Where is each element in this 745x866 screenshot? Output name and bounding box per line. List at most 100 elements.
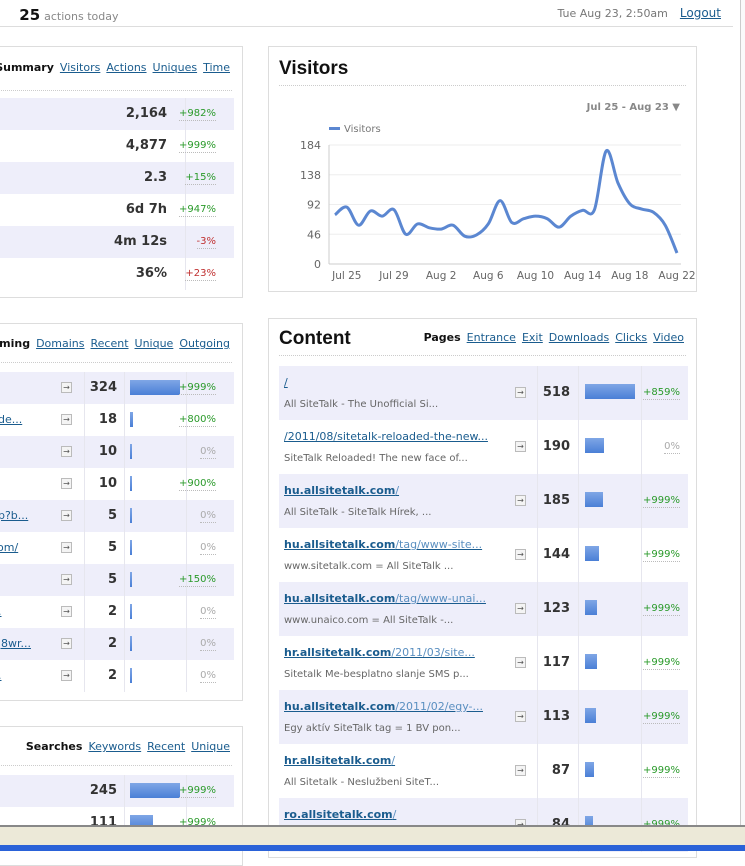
tab-recent[interactable]: Recent — [147, 740, 186, 753]
outbound-arrow-icon[interactable]: → — [61, 382, 72, 393]
outbound-arrow-icon[interactable]: → — [61, 478, 72, 489]
data-point[interactable] — [402, 230, 410, 238]
data-point[interactable] — [590, 206, 598, 214]
data-point[interactable] — [614, 179, 622, 187]
data-point[interactable] — [366, 207, 374, 215]
data-point[interactable] — [555, 223, 563, 231]
row-change[interactable]: +999% — [179, 382, 216, 395]
tab-exit[interactable]: Exit — [521, 331, 543, 344]
page-change[interactable]: +999% — [643, 495, 680, 508]
row-change[interactable]: 0% — [200, 510, 216, 523]
row-change[interactable]: +800% — [179, 414, 216, 427]
referrer-link[interactable]: nde... — [0, 413, 23, 426]
referrer-link[interactable]: com/ — [0, 541, 19, 554]
outbound-arrow-icon[interactable]: → — [515, 549, 526, 560]
page-link[interactable]: hu.allsitetalk.com/tag/www-site... — [284, 538, 482, 551]
tab-clicks[interactable]: Clicks — [615, 331, 648, 344]
referrer-link[interactable]: np?b... — [0, 509, 29, 522]
page-change[interactable]: +999% — [643, 549, 680, 562]
tab-video[interactable]: Video — [653, 331, 684, 344]
page-link[interactable]: hu.allsitetalk.com/tag/www-unai... — [284, 592, 486, 605]
data-point[interactable] — [437, 225, 445, 233]
tab-keywords[interactable]: Keywords — [88, 740, 142, 753]
summary-change[interactable]: +23% — [185, 268, 216, 281]
page-link[interactable]: / — [284, 376, 288, 389]
page-change[interactable]: +999% — [643, 603, 680, 616]
data-point[interactable] — [414, 220, 422, 228]
row-change[interactable]: 0% — [200, 670, 216, 683]
data-point[interactable] — [543, 215, 551, 223]
tab-entrance[interactable]: Entrance — [466, 331, 516, 344]
row-change[interactable]: +900% — [179, 478, 216, 491]
page-scrollbar[interactable] — [740, 0, 745, 825]
outbound-arrow-icon[interactable]: → — [61, 414, 72, 425]
data-point[interactable] — [673, 249, 681, 257]
data-point[interactable] — [461, 232, 469, 240]
tab-unique[interactable]: Unique — [134, 337, 174, 350]
page-change[interactable]: +999% — [643, 765, 680, 778]
page-change[interactable]: 0% — [664, 441, 680, 454]
data-point[interactable] — [602, 147, 610, 155]
outbound-arrow-icon[interactable]: → — [61, 606, 72, 617]
outbound-arrow-icon[interactable]: → — [515, 441, 526, 452]
tab-summary[interactable]: Summary — [0, 61, 54, 74]
page-link[interactable]: hu.allsitetalk.com/2011/02/egy-... — [284, 700, 483, 713]
outbound-arrow-icon[interactable]: → — [61, 446, 72, 457]
page-link[interactable]: hu.allsitetalk.com/ — [284, 484, 399, 497]
summary-change[interactable]: +947% — [179, 204, 216, 217]
page-link[interactable]: hr.allsitetalk.com/ — [284, 754, 395, 767]
referrer-link[interactable]: oJ8wr... — [0, 637, 31, 650]
summary-change[interactable]: +15% — [185, 172, 216, 185]
data-point[interactable] — [531, 212, 539, 220]
outbound-arrow-icon[interactable]: → — [61, 510, 72, 521]
data-point[interactable] — [355, 221, 363, 229]
tab-unique[interactable]: Unique — [191, 740, 230, 753]
data-point[interactable] — [390, 206, 398, 214]
outbound-arrow-icon[interactable]: → — [61, 574, 72, 585]
data-point[interactable] — [378, 212, 386, 220]
data-point[interactable] — [649, 208, 657, 216]
outbound-arrow-icon[interactable]: → — [515, 387, 526, 398]
referrer-link[interactable]: ... — [0, 669, 2, 682]
data-point[interactable] — [496, 197, 504, 205]
tab-outgoing[interactable]: Outgoing — [179, 337, 230, 350]
row-change[interactable]: 0% — [200, 446, 216, 459]
page-link[interactable]: ro.allsitetalk.com/ — [284, 808, 396, 821]
tab-uniques[interactable]: Uniques — [152, 61, 198, 74]
data-point[interactable] — [473, 231, 481, 239]
summary-change[interactable]: -3% — [196, 236, 216, 249]
row-change[interactable]: +150% — [179, 574, 216, 587]
tab-downloads[interactable]: Downloads — [548, 331, 610, 344]
outbound-arrow-icon[interactable]: → — [515, 495, 526, 506]
row-change[interactable]: 0% — [200, 542, 216, 555]
row-change[interactable]: +999% — [179, 785, 216, 798]
row-change[interactable]: 0% — [200, 606, 216, 619]
tab-recent[interactable]: Recent — [90, 337, 129, 350]
tab-pages[interactable]: Pages — [423, 331, 461, 344]
data-point[interactable] — [638, 205, 646, 213]
outbound-arrow-icon[interactable]: → — [61, 542, 72, 553]
referrer-link[interactable]: ... — [0, 605, 2, 618]
data-point[interactable] — [484, 220, 492, 228]
data-point[interactable] — [661, 221, 669, 229]
data-point[interactable] — [567, 212, 575, 220]
data-point[interactable] — [626, 200, 634, 208]
page-link[interactable]: hr.allsitetalk.com/2011/03/site... — [284, 646, 475, 659]
outbound-arrow-icon[interactable]: → — [515, 657, 526, 668]
tab-actions[interactable]: Actions — [106, 61, 147, 74]
tab-visitors[interactable]: Visitors — [59, 61, 101, 74]
data-point[interactable] — [449, 221, 457, 229]
outbound-arrow-icon[interactable]: → — [515, 603, 526, 614]
page-link[interactable]: /2011/08/sitetalk-reloaded-the-new... — [284, 430, 488, 443]
page-change[interactable]: +859% — [643, 387, 680, 400]
data-point[interactable] — [331, 211, 339, 219]
summary-change[interactable]: +982% — [179, 108, 216, 121]
outbound-arrow-icon[interactable]: → — [61, 670, 72, 681]
outbound-arrow-icon[interactable]: → — [515, 765, 526, 776]
page-change[interactable]: +999% — [643, 711, 680, 724]
summary-change[interactable]: +999% — [179, 140, 216, 153]
date-range-selector[interactable]: Jul 25 - Aug 23 ▼ — [586, 102, 680, 113]
data-point[interactable] — [425, 224, 433, 232]
data-point[interactable] — [520, 215, 528, 223]
tab-searches[interactable]: Searches — [25, 740, 83, 753]
